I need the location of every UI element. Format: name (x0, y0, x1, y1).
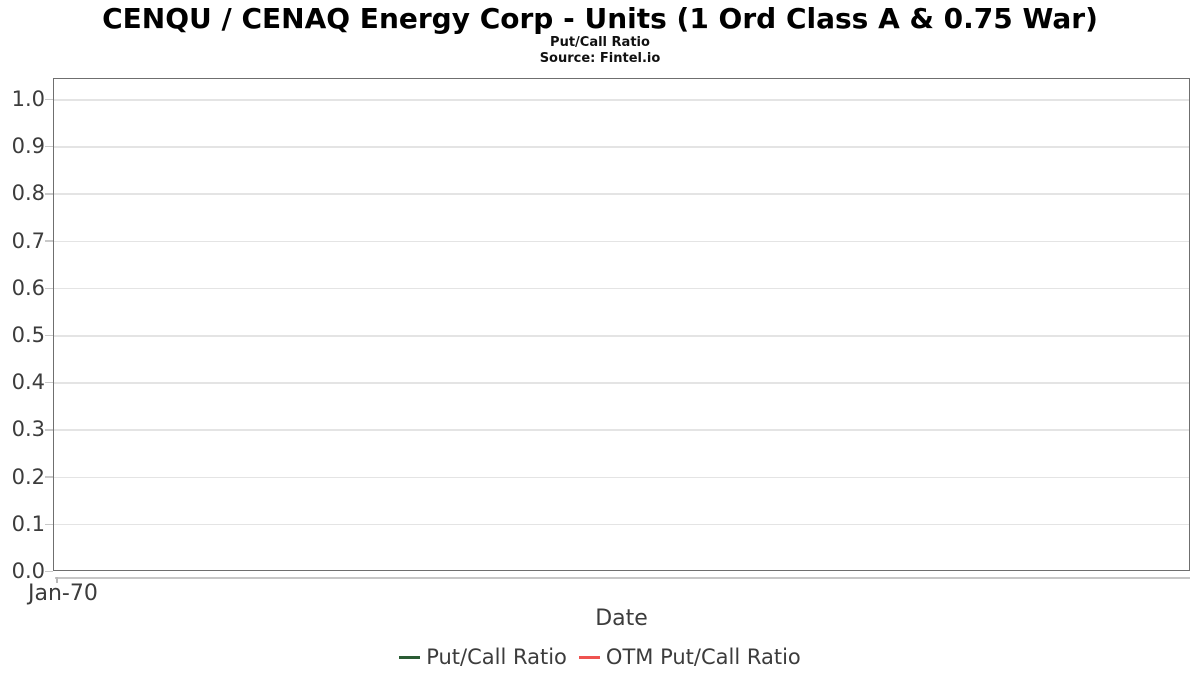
x-axis-line (55, 577, 1190, 579)
gridline (54, 382, 1189, 384)
gridline (54, 240, 1189, 243)
gridline (54, 287, 1189, 290)
legend: Put/Call Ratio OTM Put/Call Ratio (0, 645, 1200, 669)
y-tick-mark (45, 334, 53, 337)
gridline (54, 99, 1189, 101)
y-tick-label: 0.3 (11, 417, 45, 442)
y-tick-label: 0.7 (11, 228, 45, 253)
y-tick-label: 0.4 (11, 370, 45, 395)
y-tick-mark (45, 240, 53, 242)
gridline (54, 335, 1189, 337)
y-tick-label: 0.2 (11, 464, 45, 489)
y-tick-mark (45, 287, 53, 290)
y-tick-label: 0.8 (11, 181, 45, 206)
gridline (54, 523, 1189, 526)
chart-title: CENQU / CENAQ Energy Corp - Units (1 Ord… (102, 2, 1098, 35)
legend-label: OTM Put/Call Ratio (605, 645, 801, 669)
legend-line-icon (399, 655, 421, 659)
y-tick-mark (45, 570, 53, 573)
chart-subtitle: Put/Call Ratio (550, 35, 650, 50)
x-tick-label: Jan-70 (28, 581, 98, 606)
y-tick-mark (45, 523, 53, 526)
y-tick-mark (45, 145, 53, 148)
y-tick-label: 0.0 (11, 559, 45, 583)
legend-item-put-call-ratio[interactable]: Put/Call Ratio (399, 645, 567, 669)
plot-area (53, 78, 1190, 571)
y-tick-mark (45, 98, 53, 101)
legend-line-icon (578, 655, 600, 659)
y-tick-label: 0.1 (11, 511, 45, 536)
y-tick-label: 1.0 (11, 87, 45, 111)
y-tick-mark (45, 429, 53, 431)
y-tick-mark (45, 381, 53, 384)
y-tick-mark (45, 193, 53, 195)
x-tick-mark (56, 577, 58, 583)
gridline (54, 193, 1189, 195)
legend-label: Put/Call Ratio (426, 645, 567, 669)
y-tick-label: 0.6 (11, 275, 45, 300)
gridline (54, 429, 1189, 431)
gridline (54, 476, 1189, 479)
y-tick-label: 0.9 (11, 134, 45, 159)
legend-item-otm-put-call-ratio[interactable]: OTM Put/Call Ratio (578, 645, 801, 669)
y-tick-mark (45, 476, 53, 478)
gridline (54, 146, 1189, 148)
y-tick-label: 0.5 (11, 323, 45, 347)
x-axis-title: Date (595, 606, 648, 631)
chart-source: Source: Fintel.io (539, 51, 661, 66)
